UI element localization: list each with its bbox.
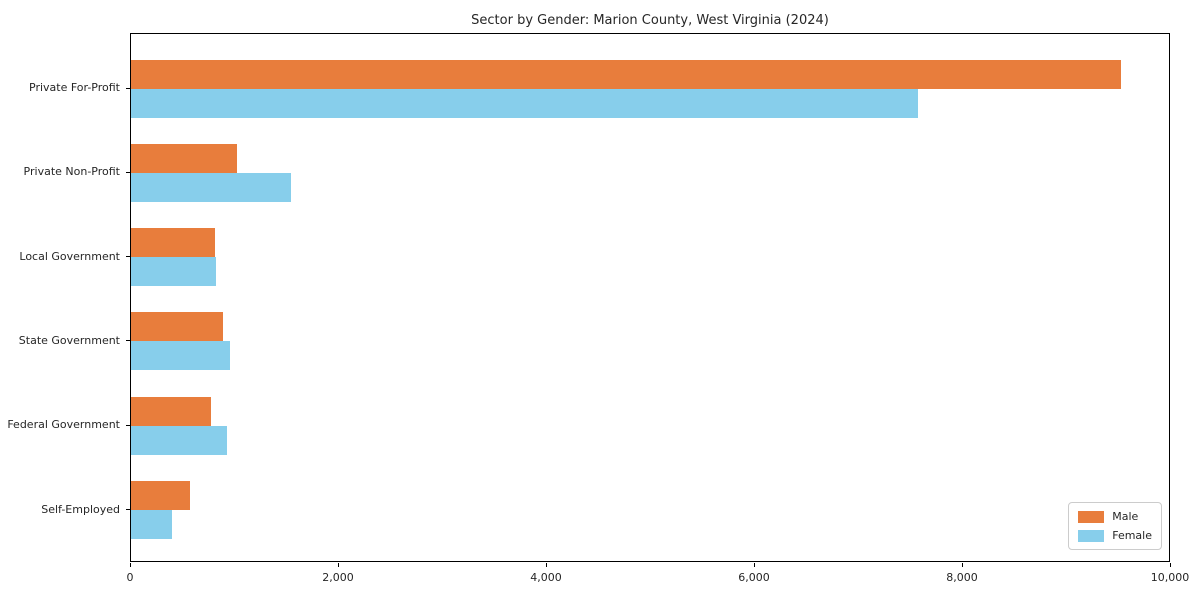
- y-tick: [126, 87, 130, 89]
- x-tick-label: 4,000: [530, 571, 562, 584]
- x-tick: [338, 563, 339, 567]
- bar-private-non-profit-male: [131, 143, 238, 173]
- x-tick: [962, 563, 963, 567]
- plot-area: Male Female: [130, 33, 1170, 562]
- legend-label-male: Male: [1112, 510, 1139, 523]
- legend-swatch-male: [1078, 510, 1105, 523]
- bar-local-government-male: [131, 228, 216, 258]
- category-label-private-non-profit: Private Non-Profit: [23, 165, 120, 179]
- bar-federal-government-female: [131, 425, 227, 455]
- legend-swatch-female: [1078, 529, 1105, 542]
- x-tick: [1170, 563, 1171, 567]
- bar-private-non-profit-female: [131, 172, 292, 202]
- y-tick: [126, 424, 130, 426]
- y-tick: [126, 256, 130, 258]
- x-tick-label: 6,000: [738, 571, 770, 584]
- legend-label-female: Female: [1112, 529, 1152, 542]
- category-label-federal-government: Federal Government: [7, 418, 120, 432]
- x-tick-label: 2,000: [322, 571, 354, 584]
- chart-title: Sector by Gender: Marion County, West Vi…: [471, 13, 829, 28]
- category-label-local-government: Local Government: [19, 249, 120, 263]
- bar-self-employed-male: [131, 481, 191, 510]
- legend-item-female: Female: [1078, 529, 1152, 542]
- x-tick: [546, 563, 547, 567]
- y-tick: [126, 509, 130, 510]
- bar-private-for-profit-male: [131, 59, 1122, 89]
- x-tick-label: 10,000: [1150, 571, 1190, 584]
- y-tick: [126, 171, 130, 173]
- bar-federal-government-male: [131, 396, 212, 426]
- bar-self-employed-female: [131, 510, 172, 539]
- y-tick: [126, 340, 130, 342]
- x-tick: [754, 563, 755, 567]
- legend-item-male: Male: [1078, 510, 1152, 523]
- bar-private-for-profit-female: [131, 88, 919, 118]
- category-label-self-employed: Self-Employed: [41, 502, 120, 516]
- category-label-state-government: State Government: [18, 333, 120, 347]
- x-tick: [130, 563, 131, 567]
- x-tick-label: 8,000: [946, 571, 978, 584]
- bar-state-government-female: [131, 341, 230, 371]
- bar-local-government-female: [131, 257, 217, 287]
- bar-state-government-male: [131, 312, 223, 342]
- category-label-private-for-profit: Private For-Profit: [29, 81, 120, 94]
- legend: Male Female: [1068, 502, 1162, 550]
- x-tick-label: 0: [126, 571, 134, 584]
